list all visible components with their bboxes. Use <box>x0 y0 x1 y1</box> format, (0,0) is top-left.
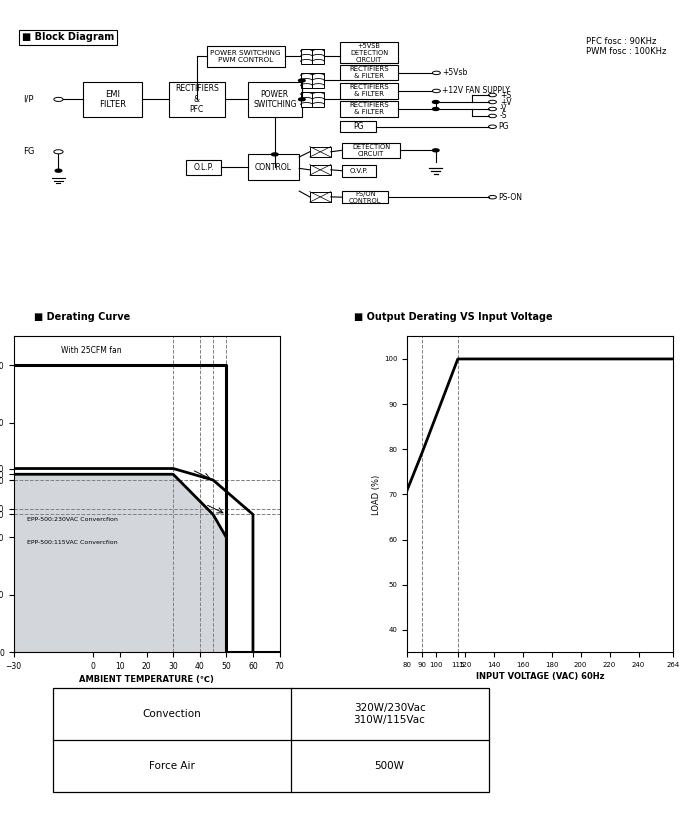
Circle shape <box>432 107 439 111</box>
Text: POWER
SWITCHING: POWER SWITCHING <box>253 90 296 109</box>
Circle shape <box>299 98 305 101</box>
Text: RECTIFIERS
& FILTER: RECTIFIERS & FILTER <box>350 102 389 116</box>
Bar <box>248 154 299 180</box>
Circle shape <box>271 153 278 156</box>
Bar <box>301 73 324 88</box>
Text: -V: -V <box>500 105 507 113</box>
Circle shape <box>55 169 62 172</box>
Text: +12V FAN SUPPLY: +12V FAN SUPPLY <box>443 86 510 96</box>
Text: Convection: Convection <box>143 709 201 719</box>
Text: 320W/230Vac
310W/115Vac: 320W/230Vac 310W/115Vac <box>354 703 426 725</box>
Bar <box>301 91 324 107</box>
Text: -S: -S <box>500 112 507 121</box>
Text: O.L.P.: O.L.P. <box>194 163 214 172</box>
Text: ■ Block Diagram: ■ Block Diagram <box>22 33 114 43</box>
Text: ■ Output Derating VS Input Voltage: ■ Output Derating VS Input Voltage <box>354 312 552 322</box>
Bar <box>207 45 285 67</box>
Circle shape <box>432 149 439 152</box>
Text: RECTIFIERS
& FILTER: RECTIFIERS & FILTER <box>350 85 389 97</box>
Text: PFC fosc : 90KHz
PWM fosc : 100KHz: PFC fosc : 90KHz PWM fosc : 100KHz <box>586 37 666 56</box>
Bar <box>301 49 324 64</box>
Bar <box>310 191 331 202</box>
Bar <box>310 147 331 157</box>
Text: EMI
FILTER: EMI FILTER <box>99 90 126 109</box>
Text: RECTIFIERS
& FILTER: RECTIFIERS & FILTER <box>350 66 389 80</box>
Text: PG: PG <box>498 122 509 131</box>
Text: RECTIFIERS
&
PFC: RECTIFIERS & PFC <box>175 85 218 114</box>
Bar <box>310 164 331 175</box>
X-axis label: AMBIENT TEMPERATURE (℃): AMBIENT TEMPERATURE (℃) <box>79 675 214 685</box>
Bar <box>248 82 302 117</box>
Text: EPP-500:230VAC Convercfion: EPP-500:230VAC Convercfion <box>27 517 118 522</box>
Text: CONTROL: CONTROL <box>255 163 292 172</box>
Text: PG: PG <box>353 122 364 131</box>
Bar <box>53 687 488 792</box>
Text: +5Vsb: +5Vsb <box>443 69 468 77</box>
Circle shape <box>432 101 439 103</box>
Bar <box>186 159 222 175</box>
Text: +5VSB
DETECTION
CIRCUIT: +5VSB DETECTION CIRCUIT <box>350 43 388 63</box>
Text: Force Air: Force Air <box>149 761 195 771</box>
Bar <box>340 101 398 117</box>
Text: 500W: 500W <box>375 761 405 771</box>
Polygon shape <box>14 474 226 653</box>
Text: DETECTION
CIRCUIT: DETECTION CIRCUIT <box>352 143 390 157</box>
Text: EPP-500:115VAC Convercfion: EPP-500:115VAC Convercfion <box>27 539 118 545</box>
Bar <box>340 121 377 133</box>
Text: O.V.P.: O.V.P. <box>350 168 369 174</box>
Text: PS-ON: PS-ON <box>498 193 522 201</box>
Text: +V: +V <box>500 97 511 107</box>
Text: POWER SWITCHING
PWM CONTROL: POWER SWITCHING PWM CONTROL <box>211 50 281 63</box>
Circle shape <box>299 79 305 82</box>
Text: +S: +S <box>500 91 511 100</box>
Bar <box>342 143 400 158</box>
Bar <box>340 42 398 63</box>
Text: FG: FG <box>24 148 35 156</box>
Bar <box>340 83 398 98</box>
Text: ■ Derating Curve: ■ Derating Curve <box>34 312 131 322</box>
Bar <box>342 191 388 203</box>
Bar <box>340 65 398 81</box>
Text: With 25CFM fan: With 25CFM fan <box>61 346 122 355</box>
X-axis label: INPUT VOLTAGE (VAC) 60Hz: INPUT VOLTAGE (VAC) 60Hz <box>476 672 605 681</box>
Text: PS/ON
CONTROL: PS/ON CONTROL <box>349 190 381 204</box>
Text: I/P: I/P <box>24 95 34 104</box>
Bar <box>83 82 142 117</box>
Bar <box>342 165 377 176</box>
Y-axis label: LOAD (%): LOAD (%) <box>372 474 381 514</box>
Bar <box>169 82 224 117</box>
